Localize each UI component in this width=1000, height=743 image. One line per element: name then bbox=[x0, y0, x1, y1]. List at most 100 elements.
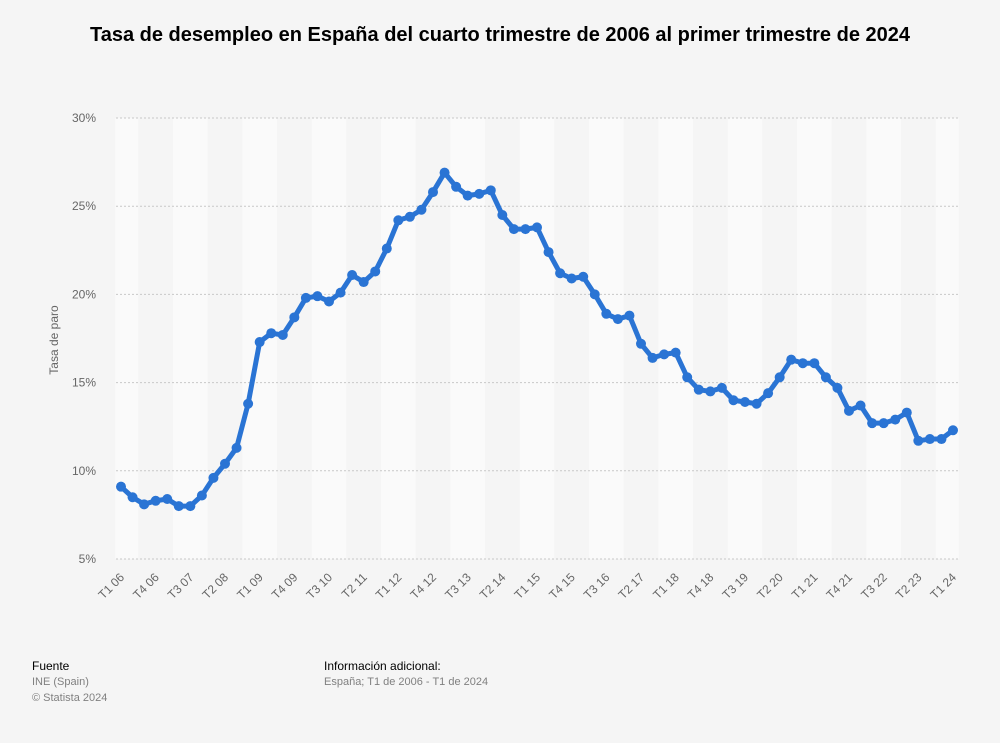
background-band bbox=[727, 118, 763, 559]
data-point bbox=[208, 472, 219, 483]
x-tick-label: T2 23 bbox=[893, 570, 925, 602]
data-point bbox=[636, 338, 646, 349]
data-point bbox=[543, 247, 554, 258]
data-point bbox=[404, 211, 415, 222]
source-heading: Fuente bbox=[32, 659, 70, 673]
data-point bbox=[485, 185, 496, 196]
data-point bbox=[555, 268, 566, 279]
x-tick-label: T2 08 bbox=[200, 570, 232, 602]
data-point bbox=[277, 329, 288, 340]
data-point bbox=[162, 494, 173, 505]
data-point bbox=[740, 397, 750, 408]
data-point bbox=[358, 277, 369, 288]
data-point bbox=[867, 418, 878, 429]
x-tick-label: T3 13 bbox=[442, 570, 474, 602]
data-point bbox=[266, 328, 277, 339]
data-point bbox=[532, 222, 542, 233]
x-tick-label: T4 18 bbox=[685, 570, 717, 602]
x-tick-label: T4 06 bbox=[130, 570, 162, 602]
data-point bbox=[185, 501, 196, 512]
y-tick-label: 25% bbox=[72, 199, 96, 213]
data-point bbox=[127, 492, 138, 503]
x-tick-label: T2 14 bbox=[477, 570, 509, 602]
data-point bbox=[508, 224, 519, 235]
data-point bbox=[116, 481, 126, 492]
data-point bbox=[439, 167, 450, 178]
x-tick-label: T1 18 bbox=[650, 570, 682, 602]
data-point bbox=[670, 347, 681, 358]
x-tick-label: T4 09 bbox=[269, 570, 301, 602]
data-point bbox=[832, 382, 843, 393]
data-point bbox=[173, 501, 184, 512]
x-tick-label: T1 15 bbox=[512, 570, 544, 602]
x-tick-label: T1 24 bbox=[928, 570, 960, 602]
gridlines bbox=[116, 117, 960, 560]
x-tick-label: T4 21 bbox=[824, 570, 856, 602]
data-points bbox=[116, 167, 958, 512]
data-point bbox=[231, 442, 242, 453]
info-block: Información adicional: España; T1 de 200… bbox=[324, 658, 488, 690]
data-point bbox=[786, 354, 797, 365]
info-text: España; T1 de 2006 - T1 de 2024 bbox=[324, 676, 489, 688]
y-tick-label: 5% bbox=[79, 552, 97, 566]
data-point bbox=[347, 269, 358, 280]
data-point bbox=[820, 372, 831, 383]
copyright: © Statista 2024 bbox=[32, 692, 108, 704]
source-name[interactable]: INE (Spain) bbox=[32, 676, 89, 688]
data-point bbox=[451, 181, 462, 192]
data-point bbox=[335, 287, 346, 298]
data-point bbox=[497, 210, 508, 221]
data-point bbox=[716, 382, 727, 393]
data-point bbox=[936, 434, 947, 445]
data-point bbox=[243, 398, 254, 409]
data-point bbox=[774, 372, 785, 383]
x-tick-label: T1 21 bbox=[789, 570, 821, 602]
data-point bbox=[150, 495, 161, 506]
data-point bbox=[289, 312, 300, 323]
data-point bbox=[901, 407, 912, 418]
data-point bbox=[705, 386, 716, 397]
data-point bbox=[312, 291, 323, 302]
x-tick-labels: T1 06 T4 06 T3 07 T2 08 T1 09 T4 09 T3 10 T2 11… bbox=[96, 570, 960, 602]
data-point bbox=[520, 224, 531, 235]
background-bands bbox=[115, 118, 959, 559]
background-band bbox=[115, 118, 139, 559]
background-band bbox=[589, 118, 624, 559]
data-point bbox=[254, 337, 265, 348]
data-point bbox=[196, 490, 207, 501]
data-point bbox=[578, 271, 589, 282]
data-point bbox=[139, 499, 150, 510]
background-band bbox=[173, 118, 208, 559]
data-point bbox=[624, 310, 635, 321]
x-tick-label: T3 10 bbox=[304, 570, 336, 602]
y-tick-label: 20% bbox=[72, 287, 96, 301]
data-point bbox=[913, 435, 924, 446]
x-tick-label: T1 12 bbox=[373, 570, 405, 602]
y-tick-label: 15% bbox=[72, 376, 96, 390]
data-point bbox=[566, 273, 577, 284]
x-tick-label: T3 07 bbox=[165, 570, 197, 602]
data-point bbox=[601, 308, 612, 319]
data-point bbox=[393, 215, 404, 226]
x-tick-label: T2 17 bbox=[616, 570, 648, 602]
y-tick-label: 30% bbox=[72, 111, 96, 125]
data-point bbox=[751, 398, 762, 409]
data-point bbox=[324, 296, 334, 307]
data-point bbox=[855, 400, 866, 411]
x-tick-label: T2 20 bbox=[754, 570, 786, 602]
info-heading: Información adicional: bbox=[324, 659, 441, 673]
x-tick-label: T1 06 bbox=[96, 570, 128, 602]
x-tick-label: T4 15 bbox=[546, 570, 578, 602]
data-point bbox=[728, 395, 739, 406]
data-point bbox=[474, 188, 485, 199]
data-point bbox=[890, 414, 901, 425]
y-tick-labels: 5% 10% 15% 20% 25% 30% bbox=[72, 111, 96, 566]
data-point bbox=[220, 458, 230, 469]
background-band bbox=[519, 118, 555, 559]
source-block: Fuente INE (Spain) © Statista 2024 bbox=[32, 658, 107, 706]
data-point bbox=[809, 358, 820, 369]
data-point bbox=[693, 384, 704, 395]
chart-title: Tasa de desempleo en España del cuarto t… bbox=[90, 24, 910, 46]
data-point bbox=[844, 405, 854, 416]
data-point bbox=[300, 292, 311, 303]
